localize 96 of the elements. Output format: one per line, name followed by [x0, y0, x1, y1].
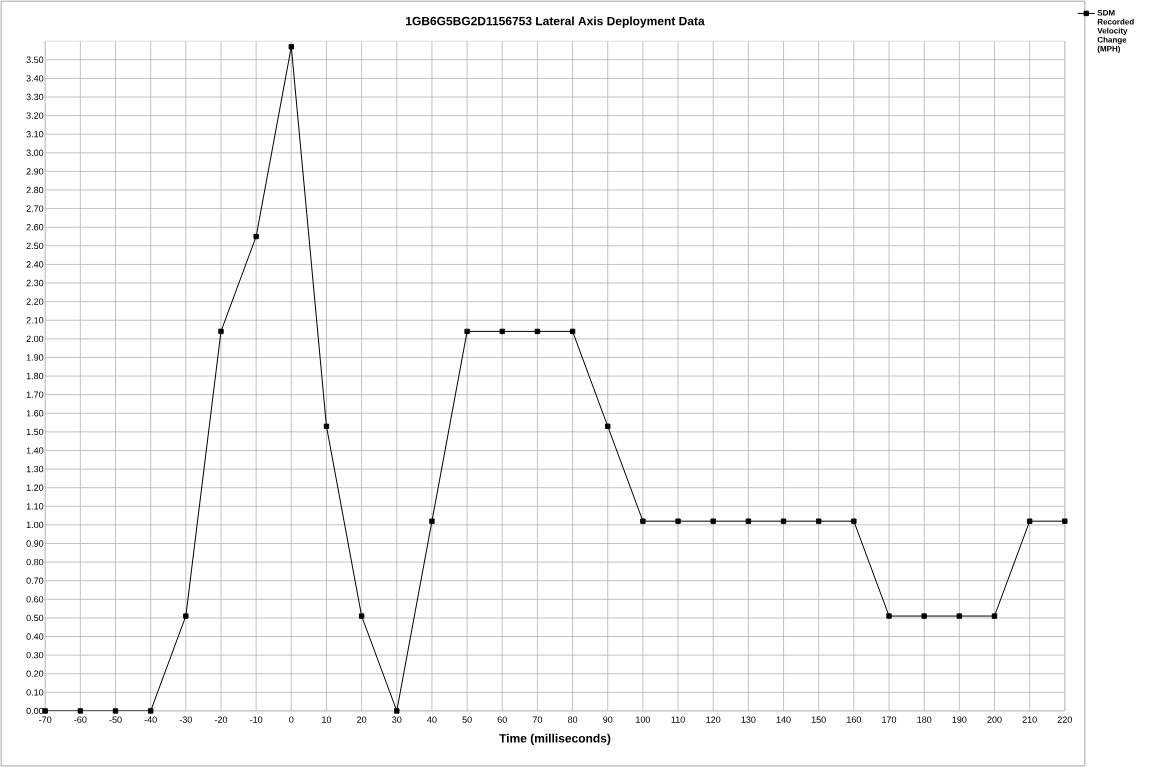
y-tick-label: 0.20: [26, 670, 44, 677]
y-tick-label: 2.60: [26, 223, 44, 231]
y-tick-label: 3.40: [26, 75, 44, 82]
point: [323, 423, 330, 429]
point: [710, 518, 716, 524]
point: [77, 708, 84, 714]
x-tick-label: 110: [671, 716, 685, 723]
y-tick-label: 3.10: [26, 130, 44, 138]
y-tick-label: 0.50: [26, 614, 44, 622]
point: [851, 518, 857, 524]
x-axis-title: Time (milliseconds): [499, 733, 611, 745]
point: [183, 613, 189, 619]
x-tick-label: 60: [497, 716, 507, 723]
x-tick-label: 210: [1022, 716, 1037, 723]
chart-title: 1GB6G5BG2D1156753 Lateral Axis Deployment Data: [406, 16, 705, 28]
y-tick-label: 1.00: [26, 521, 44, 529]
x-tick-label: 130: [741, 716, 756, 723]
y-tick-label: 0.40: [26, 633, 44, 640]
point: [499, 328, 505, 335]
point: [605, 423, 611, 429]
point: [288, 44, 295, 50]
y-tick-label: 1.30: [26, 465, 44, 473]
x-tick-label: 100: [636, 716, 651, 723]
x-tick-label: -50: [109, 716, 122, 723]
y-tick-label: 0.90: [26, 540, 44, 547]
point: [816, 518, 822, 524]
y-tick-label: 1.80: [26, 372, 44, 380]
point: [112, 708, 119, 714]
y-tick-label: 3.50: [26, 56, 44, 63]
point: [464, 328, 470, 335]
y-tick-label: 2.10: [26, 317, 44, 324]
x-tick-label: -20: [214, 716, 228, 723]
y-tick-label: 2.50: [26, 242, 44, 249]
y-tick-label: 1.10: [26, 503, 44, 510]
x-tick-label: 170: [882, 716, 897, 723]
x-tick-label: -30: [179, 716, 192, 723]
y-tick-label: 1.70: [26, 391, 44, 398]
x-tick-label: -60: [74, 716, 87, 723]
y-tick-label: 0.80: [26, 558, 44, 566]
y-tick-label: 1.60: [26, 410, 44, 417]
y-tick-label: 0.10: [26, 689, 44, 696]
point: [394, 708, 400, 714]
x-tick-label: 0: [289, 716, 294, 723]
x-tick-label: 160: [847, 716, 862, 723]
point: [147, 708, 154, 714]
x-tick-label: 70: [532, 716, 543, 723]
x-tick-label: 200: [987, 716, 1002, 723]
point: [745, 518, 752, 524]
x-tick-label: -40: [144, 716, 157, 723]
point: [780, 518, 787, 524]
y-tick-label: 2.40: [26, 261, 44, 268]
y-tick-label: 3.20: [26, 112, 44, 119]
point: [1026, 518, 1033, 524]
y-tick-label: 2.90: [26, 168, 44, 175]
legend-label: SDM Recorded Velocity Change (MPH): [1097, 9, 1134, 54]
y-tick-label: 2.30: [26, 279, 44, 287]
x-tick-label: 140: [776, 716, 791, 723]
point: [218, 328, 224, 335]
x-tick-label: 80: [567, 716, 578, 723]
x-tick-label: 120: [706, 716, 721, 723]
x-tick-label: 180: [917, 716, 932, 723]
point: [429, 518, 435, 524]
point: [956, 613, 963, 619]
point: [253, 233, 259, 240]
y-tick-label: 1.40: [26, 447, 44, 454]
x-tick-label: -10: [250, 716, 263, 723]
point: [358, 613, 365, 619]
point: [886, 613, 892, 619]
point: [640, 518, 646, 524]
y-tick-label: 1.90: [26, 354, 44, 361]
x-tick-label: 190: [952, 716, 967, 723]
y-tick-label: 0.60: [26, 596, 44, 603]
x-tick-label: 50: [462, 716, 472, 723]
y-tick-label: 2.00: [26, 335, 44, 342]
x-tick-label: 150: [811, 716, 826, 723]
x-tick-label: 220: [1057, 716, 1072, 723]
x-tick-label: 10: [322, 716, 332, 723]
x-tick-label: 30: [392, 716, 402, 723]
point: [1062, 518, 1068, 524]
x-tick-label: 40: [427, 716, 437, 723]
x-tick-label: 20: [357, 716, 367, 723]
y-tick-label: 2.80: [26, 186, 44, 194]
x-tick-label: -70: [39, 716, 52, 723]
y-tick-label: 1.20: [26, 484, 44, 491]
y-tick-label: 0.30: [26, 651, 44, 659]
y-tick-label: 3.00: [26, 149, 44, 156]
point: [675, 518, 681, 524]
y-tick-label: 2.20: [26, 298, 44, 305]
y-tick-label: 0.00: [26, 707, 44, 715]
point: [921, 613, 927, 619]
y-tick-label: 3.30: [26, 93, 44, 101]
point: [991, 613, 998, 619]
y-tick-label: 1.50: [26, 428, 44, 435]
y-tick-label: 2.70: [26, 205, 44, 212]
y-tick-label: 0.70: [26, 577, 44, 584]
x-tick-label: 90: [603, 716, 613, 723]
